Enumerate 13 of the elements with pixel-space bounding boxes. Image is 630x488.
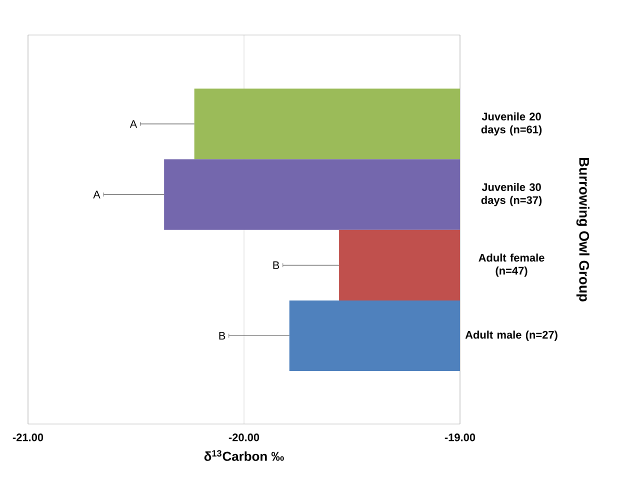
annotation: A — [130, 120, 138, 128]
annotation: B — [273, 261, 280, 269]
x-tick-label: -19.00 — [444, 434, 476, 442]
y-axis-title: Burrowing Owl Group — [576, 158, 590, 302]
annotation: A — [93, 190, 100, 198]
annotation: B — [219, 332, 226, 340]
x-tick-label: -20.00 — [228, 434, 260, 442]
y-tick-label: Adult male (n=27) — [465, 330, 558, 341]
y-tick-label: Juvenile 30 days (n=37) — [481, 182, 542, 206]
y-tick-label: Juvenile 20 days (n=61) — [481, 112, 542, 136]
y-tick-label: Adult female (n=47) — [478, 254, 544, 277]
x-axis-title: δ$^{13}$Carbon ‰ — [204, 450, 284, 461]
x-tick-label: -21.00 — [12, 434, 44, 442]
